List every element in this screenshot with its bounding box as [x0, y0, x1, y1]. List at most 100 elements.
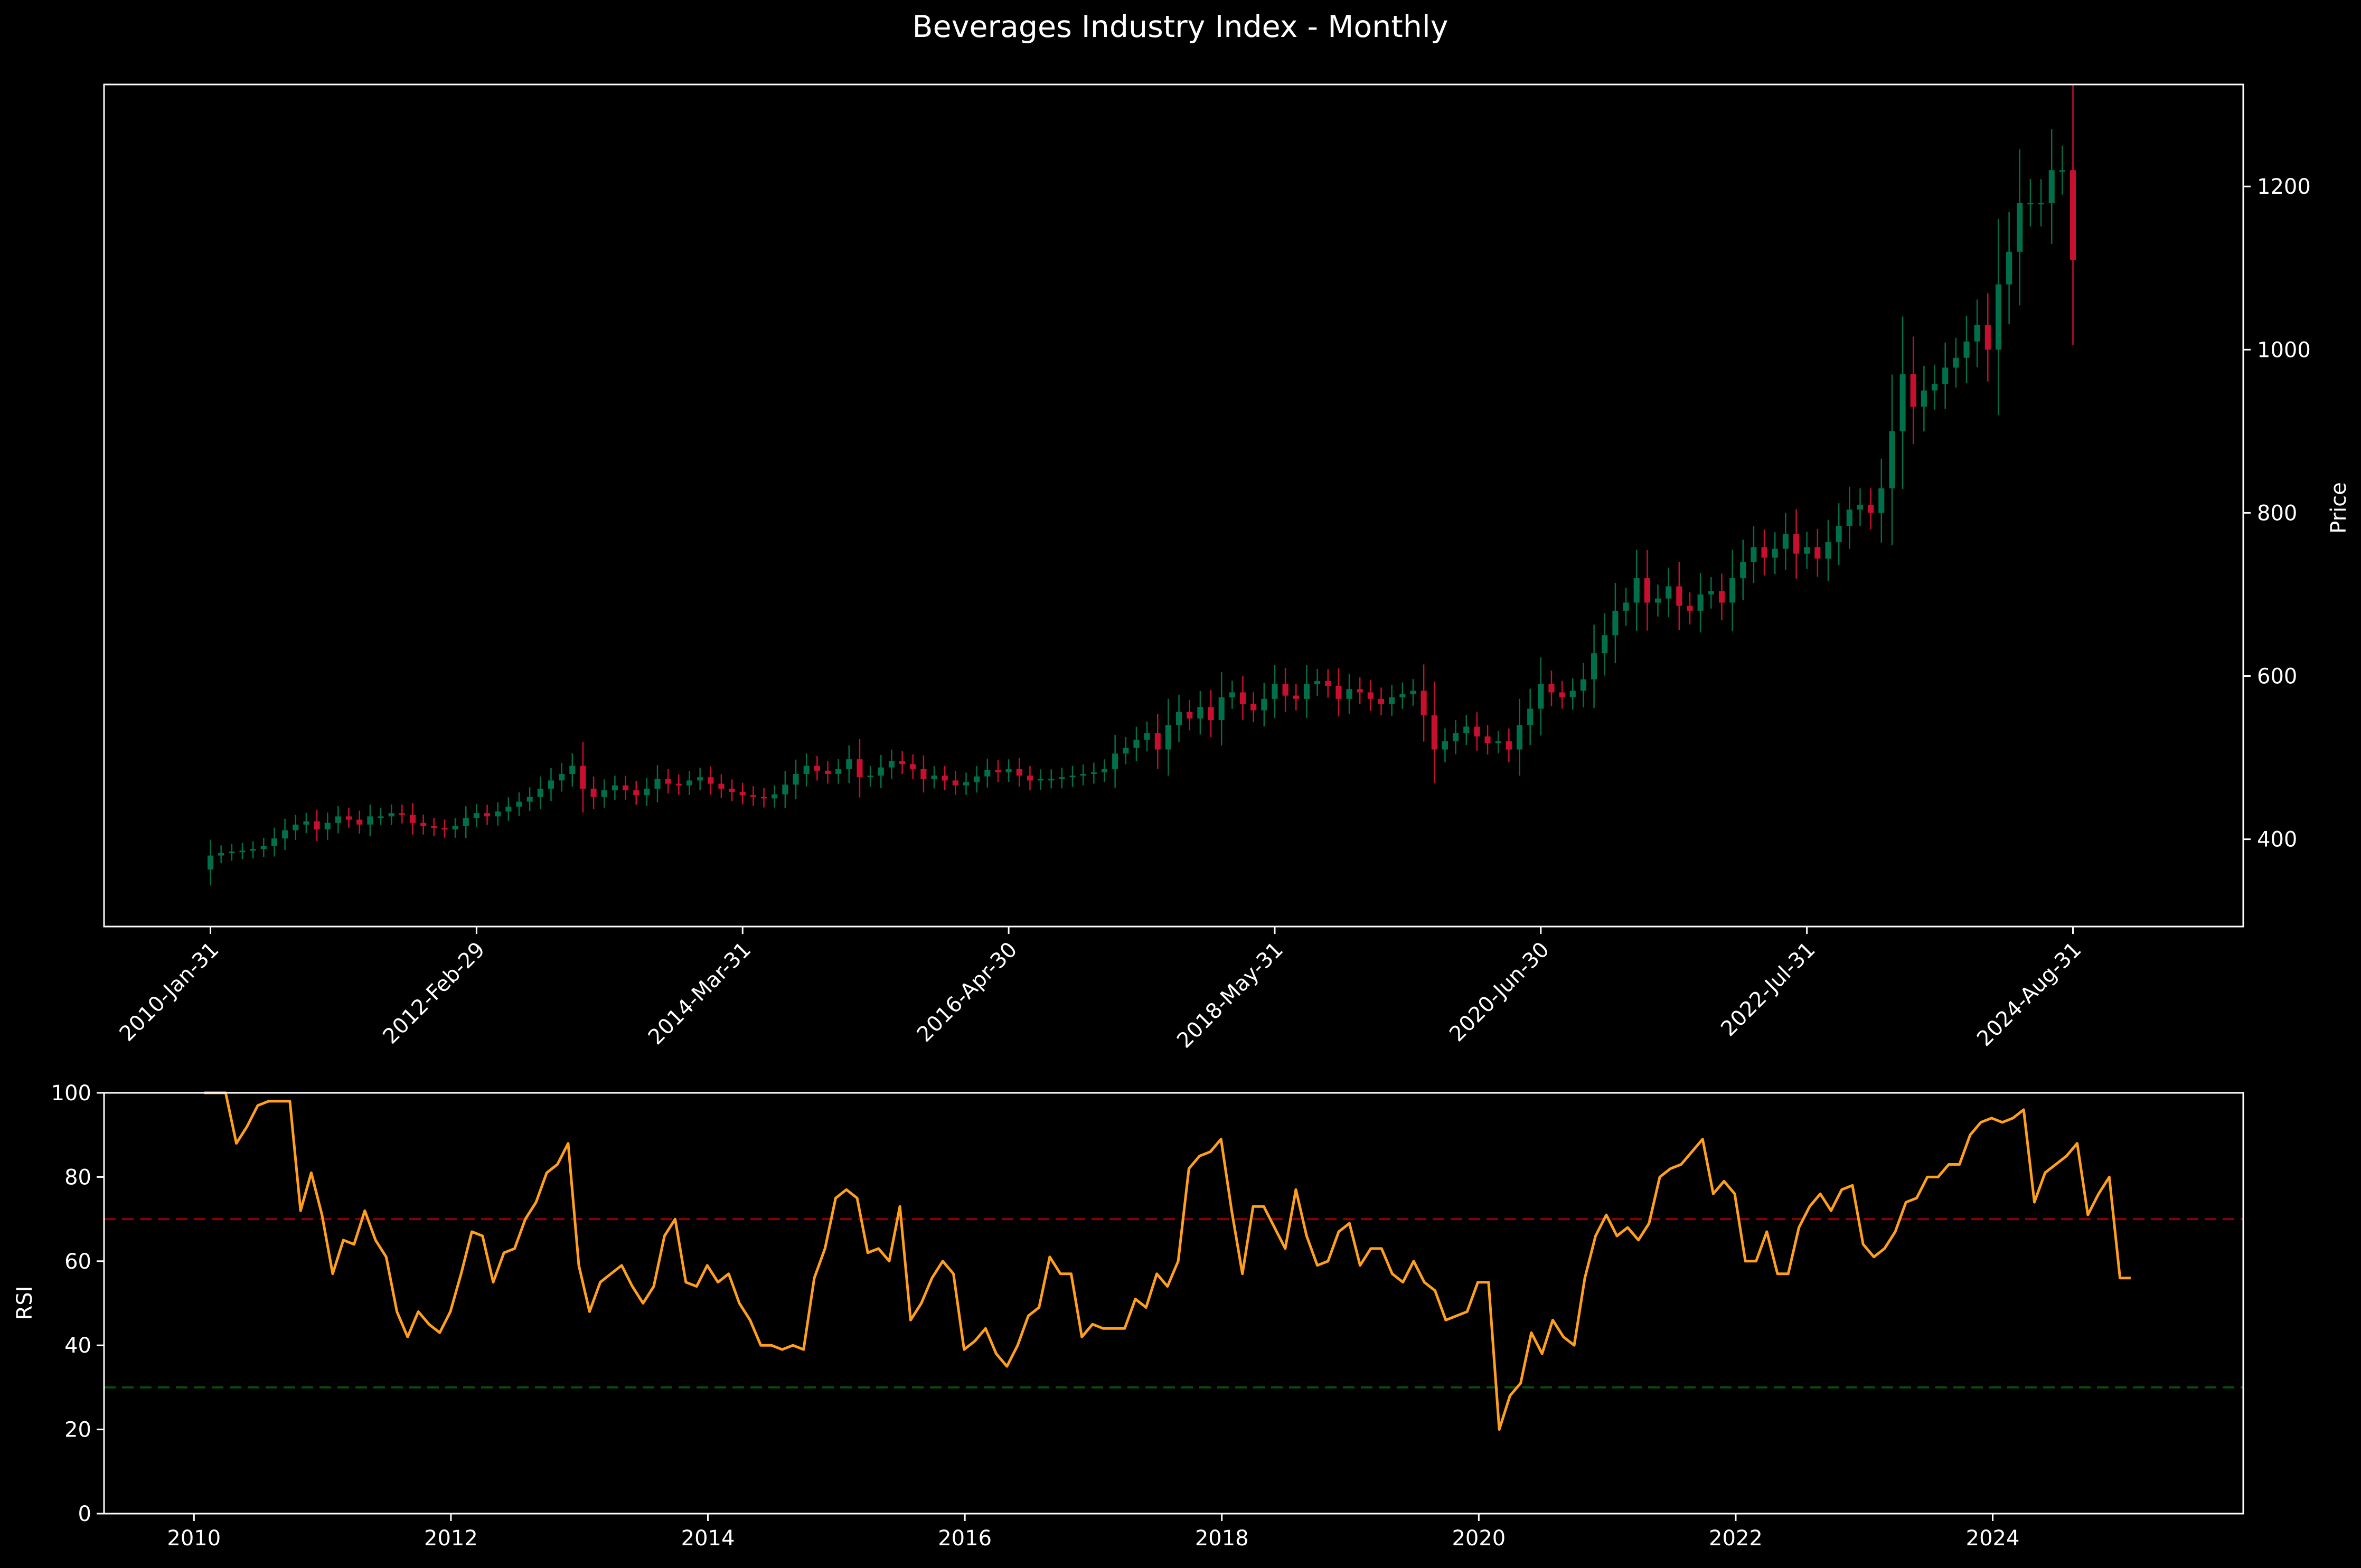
- candle-body: [1474, 726, 1480, 736]
- candle-body: [729, 788, 735, 792]
- candle-body: [1229, 692, 1235, 697]
- candle-body: [1814, 547, 1821, 559]
- candle-body: [1538, 684, 1544, 709]
- candle-body: [931, 776, 937, 779]
- candle-body: [399, 813, 405, 815]
- candle-body: [590, 788, 597, 797]
- rsi-y-tick-label: 60: [64, 1250, 91, 1274]
- candle-body: [1346, 689, 1352, 699]
- candle-body: [409, 815, 416, 823]
- candle-body: [1666, 586, 1672, 599]
- candle-body: [505, 806, 512, 812]
- candle-body: [495, 811, 501, 817]
- candle-body: [1421, 691, 1427, 715]
- candle-body: [1825, 542, 1831, 559]
- candle-body: [612, 785, 618, 790]
- candle-body: [1282, 684, 1288, 696]
- candle-body: [750, 795, 756, 797]
- candle-body: [1208, 707, 1214, 720]
- candle-body: [718, 783, 725, 789]
- candle-body: [559, 773, 565, 781]
- rsi-x-tick-label: 2022: [1709, 1526, 1763, 1551]
- candle-body: [984, 770, 991, 777]
- candle-body: [1878, 488, 1885, 513]
- price-y-ticks: 400 600 800 1000 1200: [2243, 175, 2311, 852]
- candle-body: [1676, 586, 1682, 606]
- candle-body: [537, 788, 543, 797]
- candle-body: [346, 816, 352, 820]
- candle-body: [250, 849, 256, 851]
- candle-body: [772, 794, 778, 799]
- candle-body: [1325, 681, 1331, 686]
- candle-body: [1942, 367, 1949, 384]
- candle-body: [1165, 725, 1171, 750]
- candle-body: [1910, 374, 1916, 407]
- candle-body: [314, 821, 320, 830]
- candle-body: [1602, 635, 1608, 654]
- rsi-y-ticks: 0 20 40 60 80 100: [51, 1081, 104, 1526]
- candle-body: [601, 790, 607, 797]
- candle-body: [1389, 697, 1395, 704]
- candle-body: [1804, 547, 1810, 554]
- candle-body: [1580, 679, 1586, 691]
- rsi-y-tick-label: 80: [64, 1165, 91, 1189]
- candle-body: [260, 845, 267, 849]
- candle-body: [1974, 325, 1980, 342]
- candle-body: [1633, 578, 1640, 603]
- candle-body: [548, 780, 554, 789]
- candle-body: [303, 821, 309, 825]
- candle-body: [569, 766, 576, 774]
- candle-body: [452, 826, 458, 830]
- candle-body: [761, 797, 767, 799]
- candle-body: [1335, 686, 1342, 699]
- rsi-axis-label: RSI: [13, 1286, 37, 1320]
- candle-body: [2038, 203, 2044, 205]
- candle-body: [1154, 733, 1161, 750]
- candle-body: [580, 766, 586, 789]
- candle-body: [1591, 653, 1597, 679]
- candle-body: [2027, 203, 2034, 205]
- candle-body: [1548, 684, 1555, 693]
- candle-body: [782, 785, 788, 795]
- rsi-panel: 0 20 40 60 80 100 2010 2012 2014 2016 2018 2020 202…: [13, 1081, 2244, 1551]
- candle-body: [878, 767, 884, 776]
- candle-body: [654, 779, 661, 789]
- candle-body: [1931, 384, 1938, 391]
- rsi-y-tick-label: 0: [78, 1502, 91, 1526]
- price-y-tick-label: 1000: [2257, 338, 2311, 362]
- candle-body: [2059, 170, 2065, 172]
- candle-body: [516, 801, 522, 807]
- rsi-line: [204, 1091, 2131, 1431]
- candle-body: [1176, 712, 1182, 725]
- candle-body: [942, 776, 948, 781]
- candle-body: [1463, 726, 1470, 733]
- candle-body: [484, 813, 491, 817]
- candle-body: [824, 770, 831, 774]
- candle-body: [1782, 534, 1789, 549]
- candle-body: [1899, 374, 1906, 431]
- rsi-x-tick-label: 2012: [424, 1526, 478, 1551]
- candle-body: [335, 816, 341, 823]
- candle-body: [526, 797, 533, 802]
- candle-body: [995, 770, 1001, 772]
- candle-body: [388, 813, 394, 817]
- candle-body: [963, 782, 970, 786]
- candle-body: [1069, 776, 1076, 778]
- candle-body: [1857, 504, 1863, 510]
- candle-body: [2006, 251, 2012, 285]
- candle-body: [888, 761, 895, 768]
- candle-body: [675, 783, 682, 786]
- candle-body: [974, 776, 980, 782]
- candle-body: [1963, 341, 1970, 358]
- candle-body: [835, 769, 842, 774]
- candle-body: [1559, 692, 1565, 697]
- rsi-x-tick-label: 2024: [1966, 1526, 2020, 1551]
- candle-body: [644, 788, 650, 796]
- candle-body: [1399, 694, 1406, 697]
- rsi-y-tick-label: 100: [51, 1081, 91, 1106]
- rsi-y-tick-label: 20: [64, 1418, 91, 1442]
- candle-body: [1112, 753, 1118, 769]
- candle-body: [803, 766, 810, 774]
- candle-body: [1836, 526, 1842, 543]
